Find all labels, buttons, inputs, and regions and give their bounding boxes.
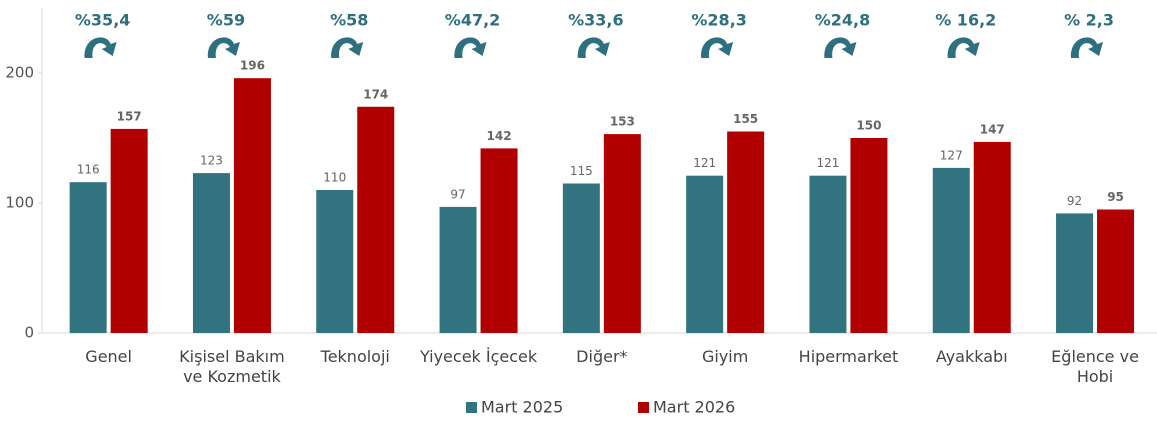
x-tick-label: Giyim: [701, 347, 749, 366]
bar: [316, 190, 354, 333]
y-tick-label: 200: [5, 64, 34, 82]
value-label: 95: [1107, 190, 1124, 204]
value-label: 121: [693, 156, 716, 170]
value-label: 123: [200, 154, 223, 168]
annotation: %58: [330, 11, 368, 30]
bar: [192, 173, 230, 333]
value-label: 127: [940, 148, 963, 162]
value-label: 110: [323, 171, 346, 185]
annotation: %28,3: [691, 11, 747, 30]
bar: [439, 206, 477, 333]
arrow-icon: [454, 37, 487, 58]
bar: [357, 106, 395, 333]
x-tick-label: Ayakkabı: [935, 347, 1008, 366]
y-tick-label: 0: [24, 324, 34, 342]
value-label: 196: [240, 59, 265, 73]
bar: [850, 138, 888, 333]
legend-swatch: [638, 402, 649, 413]
value-label: 174: [363, 87, 388, 101]
arrow-icon: [207, 37, 240, 58]
value-label: 116: [77, 163, 100, 177]
bar: [932, 167, 970, 333]
bar: [686, 175, 724, 333]
value-label: 157: [117, 109, 142, 123]
value-label: 150: [856, 119, 881, 133]
value-label: 142: [487, 129, 512, 143]
annotation: %33,6: [568, 11, 624, 30]
arrow-icon: [331, 37, 364, 58]
arrow-icon: [577, 37, 610, 58]
bar: [69, 182, 107, 333]
bar: [973, 141, 1011, 333]
annotation: %24,8: [815, 11, 871, 30]
x-tick-label: Yiyecek İçecek: [419, 347, 538, 366]
value-label: 92: [1067, 194, 1082, 208]
annotation: % 16,2: [935, 11, 996, 30]
x-tick-label: Hipermarket: [798, 347, 899, 366]
arrow-icon: [701, 37, 734, 58]
x-tick-label: Genel: [85, 347, 132, 366]
annotation: %59: [207, 11, 245, 30]
annotation: % 2,3: [1064, 11, 1114, 30]
arrow-icon: [947, 37, 980, 58]
bar: [480, 148, 518, 333]
bar: [562, 183, 600, 333]
value-label: 115: [570, 164, 593, 178]
legend-label: Mart 2025: [481, 398, 563, 417]
value-label: 121: [816, 156, 839, 170]
bar: [727, 131, 765, 333]
annotation: %47,2: [445, 11, 501, 30]
value-label: 97: [450, 187, 465, 201]
bar: [809, 175, 847, 333]
y-tick-label: 100: [5, 194, 34, 212]
x-tick-label: Eğlence ve Hobi: [1051, 347, 1139, 386]
value-label: 153: [610, 115, 635, 129]
value-label: 147: [980, 122, 1005, 136]
bar: [603, 134, 641, 333]
value-label: 155: [733, 112, 758, 126]
arrow-icon: [824, 37, 857, 58]
x-tick-label: Teknoloji: [320, 347, 390, 366]
bar: [1097, 209, 1135, 333]
legend-label: Mart 2026: [653, 398, 735, 417]
legend-swatch: [466, 402, 477, 413]
arrow-icon: [1070, 37, 1104, 58]
bar: [110, 128, 148, 333]
bar: [1056, 213, 1094, 333]
x-tick-label: Diğer*: [576, 347, 628, 366]
annotation: %35,4: [75, 11, 131, 30]
bar: [233, 78, 271, 333]
x-tick-label: Kişisel Bakım ve Kozmetik: [179, 347, 285, 386]
arrow-icon: [84, 37, 117, 58]
